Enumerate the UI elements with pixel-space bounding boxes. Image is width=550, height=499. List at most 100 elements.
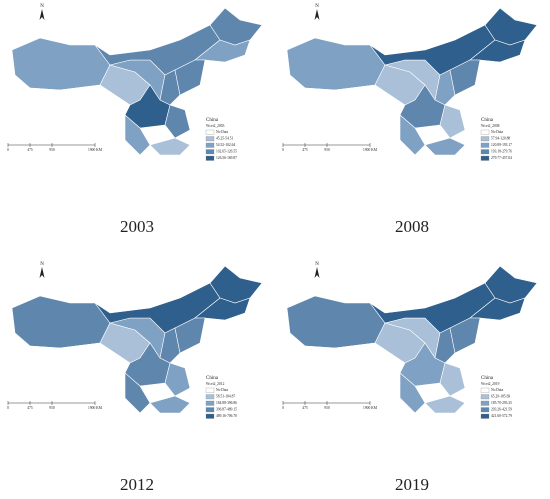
legend-title: China bbox=[206, 118, 219, 123]
north-arrow bbox=[314, 9, 320, 20]
north-label: N bbox=[315, 4, 319, 9]
legend-swatch bbox=[205, 142, 215, 148]
scale-label: 1900 KM bbox=[88, 406, 103, 410]
legend-label: 396.87-489.15 bbox=[216, 408, 237, 412]
legend-label: No Data bbox=[491, 388, 503, 392]
province bbox=[449, 59, 481, 96]
scale-label: 475 bbox=[302, 406, 308, 410]
north-arrow bbox=[39, 9, 45, 20]
legend-label: 102.65-126.55 bbox=[216, 150, 237, 154]
province bbox=[159, 327, 181, 364]
province bbox=[159, 69, 181, 106]
year-label: 2008 bbox=[395, 217, 429, 236]
legend-label: 65.29-185.69 bbox=[491, 395, 510, 399]
legend-swatch bbox=[480, 400, 490, 406]
province bbox=[149, 137, 191, 156]
province bbox=[124, 114, 151, 156]
legend-swatch bbox=[480, 149, 490, 155]
north-label: N bbox=[315, 262, 319, 267]
legend-field: Wcei2_2003 bbox=[206, 124, 225, 128]
north-arrow bbox=[39, 267, 45, 278]
legend-label: 45.25-54.51 bbox=[216, 137, 234, 141]
province bbox=[424, 137, 466, 156]
legend-swatch bbox=[480, 129, 490, 135]
legend-label: 193.18-279.76 bbox=[491, 150, 512, 154]
province bbox=[164, 362, 191, 397]
north-arrow bbox=[314, 267, 320, 278]
legend-label: 58.51-184.87 bbox=[216, 395, 235, 399]
scale-label: 475 bbox=[302, 148, 308, 152]
province bbox=[439, 104, 466, 139]
province bbox=[449, 317, 481, 354]
legend-swatch bbox=[205, 407, 215, 413]
legend-swatch bbox=[480, 136, 490, 142]
scale-label: 1900 KM bbox=[88, 148, 103, 152]
legend-swatch bbox=[205, 136, 215, 142]
legend-field: Wcei2_2008 bbox=[481, 124, 500, 128]
scale-label: 0 bbox=[7, 148, 9, 152]
scale-label: 950 bbox=[324, 406, 330, 410]
year-label: 2012 bbox=[120, 475, 154, 494]
province bbox=[434, 69, 456, 106]
scale-label: 1900 KM bbox=[363, 148, 378, 152]
province bbox=[439, 362, 466, 397]
legend-swatch bbox=[205, 394, 215, 400]
scale-label: 0 bbox=[282, 406, 284, 410]
province bbox=[424, 395, 466, 414]
legend-label: 126.56-169.87 bbox=[216, 156, 237, 160]
year-label: 2019 bbox=[395, 475, 429, 494]
legend-label: 293.26-421.59 bbox=[491, 408, 512, 412]
legend-label: 54.52-102.64 bbox=[216, 143, 235, 147]
legend-swatch bbox=[205, 129, 215, 135]
scale-label: 0 bbox=[7, 406, 9, 410]
province bbox=[29, 342, 131, 379]
scale-label: 950 bbox=[324, 148, 330, 152]
legend-label: 421.60-572.79 bbox=[491, 414, 512, 418]
legend-field: Wcei2_2019 bbox=[481, 382, 500, 386]
legend-label: 185.70-293.25 bbox=[491, 401, 512, 405]
legend-swatch bbox=[480, 394, 490, 400]
province bbox=[304, 84, 406, 121]
province bbox=[304, 342, 406, 379]
legend-label: No Data bbox=[216, 130, 228, 134]
legend-label: 489.16-706.70 bbox=[216, 414, 237, 418]
province bbox=[29, 84, 131, 121]
legend-title: China bbox=[481, 118, 494, 123]
legend-swatch bbox=[480, 387, 490, 393]
legend-label: No Data bbox=[491, 130, 503, 134]
scale-label: 950 bbox=[49, 148, 55, 152]
province bbox=[149, 395, 191, 414]
legend-swatch bbox=[480, 155, 490, 161]
legend-field: Wcei2_2012 bbox=[206, 382, 225, 386]
legend-swatch bbox=[480, 413, 490, 419]
scale-label: 950 bbox=[49, 406, 55, 410]
legend-swatch bbox=[205, 387, 215, 393]
legend-title: China bbox=[206, 376, 219, 381]
legend-swatch bbox=[480, 142, 490, 148]
legend-swatch bbox=[205, 155, 215, 161]
north-label: N bbox=[40, 4, 44, 9]
year-label: 2003 bbox=[120, 217, 154, 236]
legend-swatch bbox=[480, 407, 490, 413]
north-label: N bbox=[40, 262, 44, 267]
legend-swatch bbox=[205, 149, 215, 155]
legend-label: No Data bbox=[216, 388, 228, 392]
province bbox=[174, 59, 206, 96]
legend-label: 184.88-396.86 bbox=[216, 401, 237, 405]
province bbox=[164, 104, 191, 139]
province bbox=[174, 317, 206, 354]
province bbox=[399, 114, 426, 156]
legend-label: 120.89-193.17 bbox=[491, 143, 512, 147]
scale-label: 0 bbox=[282, 148, 284, 152]
legend-label: 57.94-120.88 bbox=[491, 137, 510, 141]
province bbox=[124, 372, 151, 414]
province bbox=[434, 327, 456, 364]
legend-swatch bbox=[205, 413, 215, 419]
legend-swatch bbox=[205, 400, 215, 406]
scale-label: 475 bbox=[27, 148, 33, 152]
